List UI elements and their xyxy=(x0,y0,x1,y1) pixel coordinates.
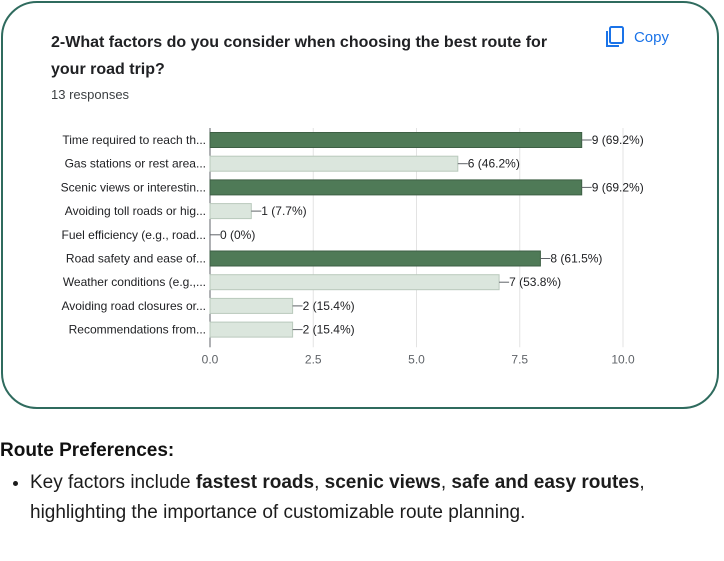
bar-1 xyxy=(209,155,459,172)
bullet-text-3: , xyxy=(440,472,452,493)
bar-5 xyxy=(209,250,541,267)
bullet-text-2: , xyxy=(314,472,325,493)
category-label-5: Road safety and ease of... xyxy=(66,252,206,266)
chart-category-labels: Time required to reach th... Gas stations… xyxy=(61,133,206,337)
question-title: 2-What factors do you consider when choo… xyxy=(51,34,548,78)
bullet-bold-3: safe and easy routes xyxy=(451,472,640,493)
category-label-2: Scenic views or interestin... xyxy=(61,180,206,194)
data-label-6: 7 (53.8%) xyxy=(509,275,561,289)
summary-bullet: Key factors include fastest roads, sceni… xyxy=(30,468,670,528)
x-tick-label-3: 7.5 xyxy=(511,352,528,366)
summary-section: Route Preferences: Key factors include f… xyxy=(0,440,724,528)
bar-2 xyxy=(209,179,583,196)
category-label-8: Recommendations from... xyxy=(69,323,206,337)
bar-7 xyxy=(209,297,294,314)
x-tick-label-1: 2.5 xyxy=(305,352,322,366)
category-label-4: Fuel efficiency (e.g., road... xyxy=(61,228,206,242)
bullet-text-1: Key factors include xyxy=(30,472,196,493)
data-label-3: 1 (7.7%) xyxy=(261,204,306,218)
data-label-2: 9 (69.2%) xyxy=(592,180,644,194)
category-label-1: Gas stations or rest area... xyxy=(65,157,206,171)
bar-8 xyxy=(209,321,294,338)
data-label-8: 2 (15.4%) xyxy=(303,323,355,337)
copy-button[interactable]: Copy xyxy=(604,25,669,49)
summary-heading: Route Preferences: xyxy=(0,440,175,461)
x-tick-label-2: 5.0 xyxy=(408,352,425,366)
copy-label: Copy xyxy=(633,28,669,46)
x-tick-label-0: 0.0 xyxy=(202,352,219,366)
copy-icon xyxy=(605,26,624,47)
category-label-6: Weather conditions (e.g.,... xyxy=(63,275,206,289)
category-label-7: Avoiding road closures or... xyxy=(61,299,206,313)
data-label-1: 6 (46.2%) xyxy=(468,157,520,171)
bullet-bold-1: fastest roads xyxy=(195,472,315,493)
data-label-0: 9 (69.2%) xyxy=(592,133,644,147)
bar-chart: 9 (69.2%) 6 (46.2%) 9 (69.2%) 1 (7.7%) 0 (0%… xyxy=(61,128,644,366)
category-label-0: Time required to reach th... xyxy=(62,133,206,147)
bar-6 xyxy=(209,274,500,291)
bullet-bold-2: scenic views xyxy=(324,472,441,493)
category-label-3: Avoiding toll roads or hig... xyxy=(65,204,206,218)
data-label-4: 0 (0%) xyxy=(220,228,255,242)
response-count: 13 responses xyxy=(51,87,130,102)
summary-list: Key factors include fastest roads, sceni… xyxy=(0,468,724,528)
bullet-text-4: , highlighting the importance of customi… xyxy=(30,472,645,523)
data-label-5: 8 (61.5%) xyxy=(550,252,602,266)
bar-3 xyxy=(209,203,252,220)
chart-x-ticks: 0.0 2.5 5.0 7.5 10.0 xyxy=(202,352,635,366)
chart-bars: 9 (69.2%) 6 (46.2%) 9 (69.2%) 1 (7.7%) 0 (0%… xyxy=(209,132,644,338)
bar-0 xyxy=(209,132,583,148)
response-card: 2-What factors do you consider when choo… xyxy=(1,1,719,409)
x-tick-label-4: 10.0 xyxy=(611,352,635,366)
data-label-7: 2 (15.4%) xyxy=(303,299,355,313)
